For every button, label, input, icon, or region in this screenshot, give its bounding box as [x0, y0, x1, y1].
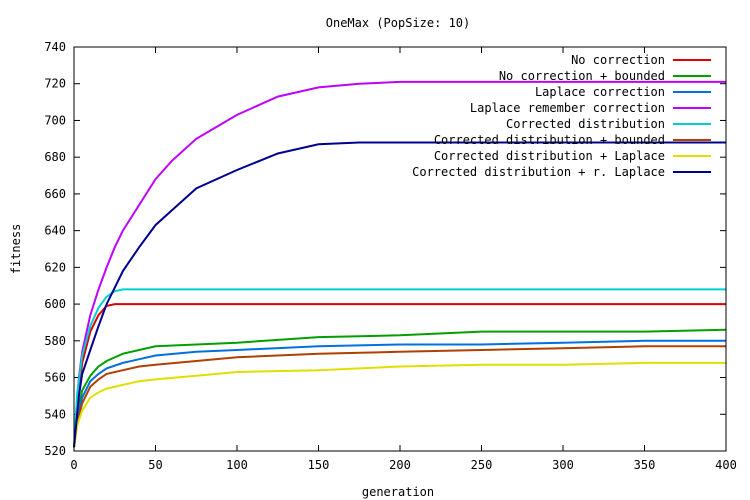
series-lines — [73, 80, 727, 448]
y-tick-label: 580 — [44, 334, 66, 348]
x-tick-label: 300 — [552, 458, 574, 472]
series-line-8 — [73, 141, 726, 448]
y-tick-label: 640 — [44, 224, 66, 238]
y-tick-label: 560 — [44, 371, 66, 385]
x-tick-label: 350 — [634, 458, 656, 472]
y-tick-label: 540 — [44, 407, 66, 421]
x-tick-label: 150 — [308, 458, 330, 472]
axis-ticks: 520 540 560 580 600 620 640 660 680 700 720 740 0 50 1… — [44, 40, 737, 472]
series-line-5 — [73, 288, 726, 448]
y-tick-label: 740 — [44, 40, 66, 54]
y-tick-label: 720 — [44, 77, 66, 91]
y-tick-label: 520 — [44, 444, 66, 458]
y-axis-label: fitness — [9, 224, 23, 275]
x-tick-label: 50 — [148, 458, 162, 472]
y-tick-label: 700 — [44, 113, 66, 127]
legend-label: No correction — [571, 53, 665, 67]
x-tick-label: 0 — [70, 458, 77, 472]
x-tick-label: 200 — [389, 458, 411, 472]
legend: No correction No correction + bounded Lapl… — [412, 53, 711, 179]
legend-label: Corrected distribution + Laplace — [434, 149, 665, 163]
series-line-2 — [73, 328, 727, 448]
plot-frame — [73, 46, 727, 452]
legend-label: Corrected distribution + r. Laplace — [412, 165, 665, 179]
series-line-3 — [73, 339, 726, 448]
series-line-7 — [73, 361, 726, 448]
legend-label: Laplace correction — [535, 85, 665, 99]
series-line-4 — [73, 80, 726, 448]
x-tick-label: 400 — [715, 458, 737, 472]
legend-label: Corrected distribution — [506, 117, 665, 131]
chart-title: OneMax (PopSize: 10) — [326, 16, 471, 30]
y-tick-label: 660 — [44, 187, 66, 201]
y-tick-label: 620 — [44, 260, 66, 274]
series-line-1 — [73, 303, 726, 448]
series-line-6 — [73, 345, 726, 448]
y-tick-label: 680 — [44, 150, 66, 164]
legend-label: No correction + bounded — [499, 69, 665, 83]
legend-label: Laplace remember correction — [470, 101, 665, 115]
x-tick-label: 100 — [226, 458, 248, 472]
y-tick-label: 600 — [44, 297, 66, 311]
x-tick-label: 250 — [471, 458, 493, 472]
x-axis-label: generation — [362, 485, 434, 499]
legend-label: Corrected distribution + bounded — [434, 133, 665, 147]
